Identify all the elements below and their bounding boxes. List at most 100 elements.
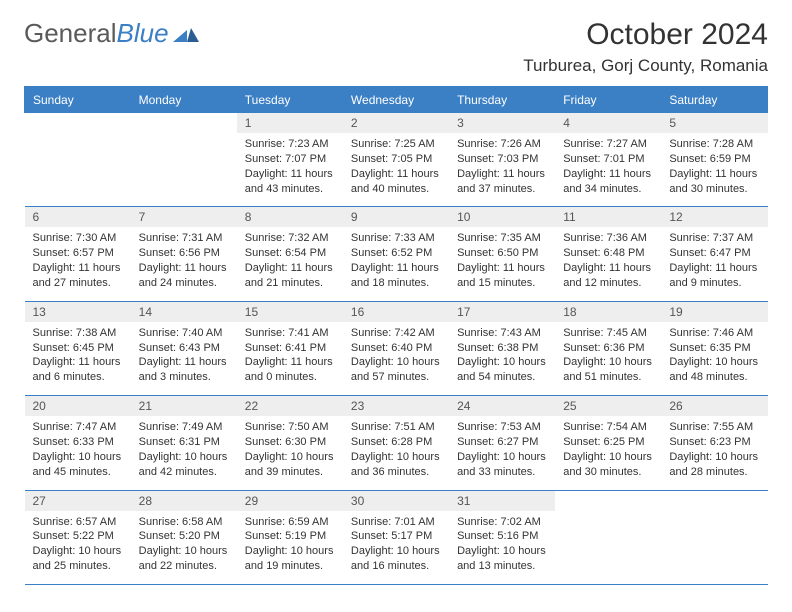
day-header-tue: Tuesday: [237, 87, 343, 114]
daylight-text: Daylight: 11 hours and 40 minutes.: [351, 167, 441, 197]
day-number: 24: [449, 396, 555, 416]
sunrise-text: Sunrise: 7:38 AM: [33, 326, 123, 341]
calendar-cell: 16Sunrise: 7:42 AMSunset: 6:40 PMDayligh…: [343, 301, 449, 395]
calendar-cell: ..: [661, 490, 767, 584]
sunrise-text: Sunrise: 7:31 AM: [139, 231, 229, 246]
day-number: 28: [131, 491, 237, 511]
day-number: 2: [343, 113, 449, 133]
daylight-text: Daylight: 10 hours and 30 minutes.: [563, 450, 653, 480]
calendar-cell: 6Sunrise: 7:30 AMSunset: 6:57 PMDaylight…: [25, 207, 131, 301]
calendar-cell: 26Sunrise: 7:55 AMSunset: 6:23 PMDayligh…: [661, 396, 767, 490]
sunset-text: Sunset: 6:25 PM: [563, 435, 653, 450]
day-number: 26: [661, 396, 767, 416]
day-number: 23: [343, 396, 449, 416]
day-number: 19: [661, 302, 767, 322]
sunrise-text: Sunrise: 7:46 AM: [669, 326, 759, 341]
daylight-text: Daylight: 10 hours and 45 minutes.: [33, 450, 123, 480]
calendar-cell: 22Sunrise: 7:50 AMSunset: 6:30 PMDayligh…: [237, 396, 343, 490]
sunset-text: Sunset: 6:23 PM: [669, 435, 759, 450]
daylight-text: Daylight: 11 hours and 0 minutes.: [245, 355, 335, 385]
calendar-cell: 13Sunrise: 7:38 AMSunset: 6:45 PMDayligh…: [25, 301, 131, 395]
day-details: Sunrise: 7:46 AMSunset: 6:35 PMDaylight:…: [661, 322, 767, 395]
calendar-cell: 19Sunrise: 7:46 AMSunset: 6:35 PMDayligh…: [661, 301, 767, 395]
calendar-cell: ..: [131, 113, 237, 207]
daylight-text: Daylight: 11 hours and 37 minutes.: [457, 167, 547, 197]
sunset-text: Sunset: 6:41 PM: [245, 341, 335, 356]
day-details: Sunrise: 7:40 AMSunset: 6:43 PMDaylight:…: [131, 322, 237, 395]
calendar-cell: 15Sunrise: 7:41 AMSunset: 6:41 PMDayligh…: [237, 301, 343, 395]
daylight-text: Daylight: 10 hours and 16 minutes.: [351, 544, 441, 574]
day-header-sat: Saturday: [661, 87, 767, 114]
sunset-text: Sunset: 6:30 PM: [245, 435, 335, 450]
day-header-mon: Monday: [131, 87, 237, 114]
calendar-cell: 30Sunrise: 7:01 AMSunset: 5:17 PMDayligh…: [343, 490, 449, 584]
sunrise-text: Sunrise: 6:57 AM: [33, 515, 123, 530]
sunrise-text: Sunrise: 7:41 AM: [245, 326, 335, 341]
calendar-cell: 7Sunrise: 7:31 AMSunset: 6:56 PMDaylight…: [131, 207, 237, 301]
calendar-cell: 29Sunrise: 6:59 AMSunset: 5:19 PMDayligh…: [237, 490, 343, 584]
sunrise-text: Sunrise: 6:58 AM: [139, 515, 229, 530]
sunrise-text: Sunrise: 7:45 AM: [563, 326, 653, 341]
sunset-text: Sunset: 6:57 PM: [33, 246, 123, 261]
sunrise-text: Sunrise: 7:42 AM: [351, 326, 441, 341]
day-number: 12: [661, 207, 767, 227]
day-number: 3: [449, 113, 555, 133]
sunset-text: Sunset: 6:33 PM: [33, 435, 123, 450]
logo-text-2: Blue: [117, 18, 169, 49]
calendar-row: 27Sunrise: 6:57 AMSunset: 5:22 PMDayligh…: [25, 490, 768, 584]
sunrise-text: Sunrise: 7:40 AM: [139, 326, 229, 341]
daylight-text: Daylight: 11 hours and 6 minutes.: [33, 355, 123, 385]
sunrise-text: Sunrise: 7:28 AM: [669, 137, 759, 152]
daylight-text: Daylight: 10 hours and 28 minutes.: [669, 450, 759, 480]
daylight-text: Daylight: 11 hours and 30 minutes.: [669, 167, 759, 197]
sunset-text: Sunset: 6:50 PM: [457, 246, 547, 261]
daylight-text: Daylight: 10 hours and 22 minutes.: [139, 544, 229, 574]
daylight-text: Daylight: 10 hours and 57 minutes.: [351, 355, 441, 385]
daylight-text: Daylight: 10 hours and 13 minutes.: [457, 544, 547, 574]
day-number: 17: [449, 302, 555, 322]
day-details: Sunrise: 7:38 AMSunset: 6:45 PMDaylight:…: [25, 322, 131, 395]
calendar-cell: 1Sunrise: 7:23 AMSunset: 7:07 PMDaylight…: [237, 113, 343, 207]
day-number: 29: [237, 491, 343, 511]
sunset-text: Sunset: 6:45 PM: [33, 341, 123, 356]
daylight-text: Daylight: 10 hours and 48 minutes.: [669, 355, 759, 385]
day-details: Sunrise: 7:55 AMSunset: 6:23 PMDaylight:…: [661, 416, 767, 489]
logo-text-1: General: [24, 18, 117, 49]
day-number: 4: [555, 113, 661, 133]
sunrise-text: Sunrise: 7:27 AM: [563, 137, 653, 152]
daylight-text: Daylight: 11 hours and 21 minutes.: [245, 261, 335, 291]
sunset-text: Sunset: 5:17 PM: [351, 529, 441, 544]
sunset-text: Sunset: 7:01 PM: [563, 152, 653, 167]
sunrise-text: Sunrise: 7:35 AM: [457, 231, 547, 246]
calendar-cell: 8Sunrise: 7:32 AMSunset: 6:54 PMDaylight…: [237, 207, 343, 301]
day-details: Sunrise: 7:35 AMSunset: 6:50 PMDaylight:…: [449, 227, 555, 300]
calendar-cell: 9Sunrise: 7:33 AMSunset: 6:52 PMDaylight…: [343, 207, 449, 301]
sunset-text: Sunset: 6:43 PM: [139, 341, 229, 356]
sunrise-text: Sunrise: 7:55 AM: [669, 420, 759, 435]
sunrise-text: Sunrise: 7:36 AM: [563, 231, 653, 246]
day-details: Sunrise: 7:01 AMSunset: 5:17 PMDaylight:…: [343, 511, 449, 584]
day-header-thu: Thursday: [449, 87, 555, 114]
day-number: 22: [237, 396, 343, 416]
day-number: 13: [25, 302, 131, 322]
day-details: Sunrise: 7:54 AMSunset: 6:25 PMDaylight:…: [555, 416, 661, 489]
calendar-cell: 2Sunrise: 7:25 AMSunset: 7:05 PMDaylight…: [343, 113, 449, 207]
day-number: 14: [131, 302, 237, 322]
daylight-text: Daylight: 11 hours and 18 minutes.: [351, 261, 441, 291]
daylight-text: Daylight: 10 hours and 42 minutes.: [139, 450, 229, 480]
calendar-cell: 17Sunrise: 7:43 AMSunset: 6:38 PMDayligh…: [449, 301, 555, 395]
sunset-text: Sunset: 5:16 PM: [457, 529, 547, 544]
sunset-text: Sunset: 7:05 PM: [351, 152, 441, 167]
day-header-row: Sunday Monday Tuesday Wednesday Thursday…: [25, 87, 768, 114]
day-details: Sunrise: 7:51 AMSunset: 6:28 PMDaylight:…: [343, 416, 449, 489]
sunset-text: Sunset: 7:03 PM: [457, 152, 547, 167]
sunset-text: Sunset: 6:54 PM: [245, 246, 335, 261]
daylight-text: Daylight: 10 hours and 33 minutes.: [457, 450, 547, 480]
daylight-text: Daylight: 11 hours and 9 minutes.: [669, 261, 759, 291]
calendar-row: ....1Sunrise: 7:23 AMSunset: 7:07 PMDayl…: [25, 113, 768, 207]
sunset-text: Sunset: 6:48 PM: [563, 246, 653, 261]
daylight-text: Daylight: 11 hours and 27 minutes.: [33, 261, 123, 291]
sunrise-text: Sunrise: 7:30 AM: [33, 231, 123, 246]
day-number: 9: [343, 207, 449, 227]
day-details: Sunrise: 6:58 AMSunset: 5:20 PMDaylight:…: [131, 511, 237, 584]
